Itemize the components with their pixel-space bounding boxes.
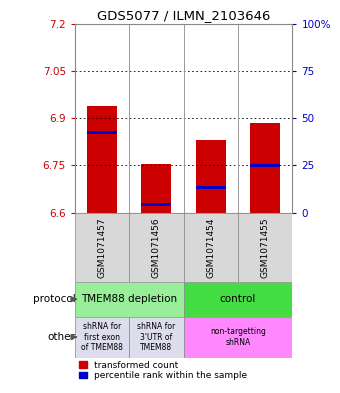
Legend: transformed count, percentile rank within the sample: transformed count, percentile rank withi…	[79, 360, 247, 380]
FancyBboxPatch shape	[129, 317, 184, 358]
Text: shRNA for
3'UTR of
TMEM88: shRNA for 3'UTR of TMEM88	[137, 322, 175, 352]
FancyBboxPatch shape	[75, 282, 184, 317]
Bar	[196, 140, 226, 213]
Text: non-targetting
shRNA: non-targetting shRNA	[210, 327, 266, 347]
FancyBboxPatch shape	[129, 213, 184, 282]
Text: GSM1071457: GSM1071457	[98, 217, 106, 277]
FancyBboxPatch shape	[75, 213, 129, 282]
Text: control: control	[220, 294, 256, 304]
Bar	[87, 105, 117, 213]
Text: TMEM88 depletion: TMEM88 depletion	[81, 294, 177, 304]
Text: GSM1071454: GSM1071454	[206, 217, 215, 277]
Text: GSM1071456: GSM1071456	[152, 217, 161, 277]
Title: GDS5077 / ILMN_2103646: GDS5077 / ILMN_2103646	[97, 9, 270, 22]
Bar	[250, 164, 280, 167]
Bar	[250, 123, 280, 213]
Text: GSM1071455: GSM1071455	[261, 217, 270, 277]
Bar	[196, 186, 226, 189]
Bar	[87, 131, 117, 134]
Text: protocol: protocol	[33, 294, 75, 304]
FancyBboxPatch shape	[238, 213, 292, 282]
Text: shRNA for
first exon
of TMEM88: shRNA for first exon of TMEM88	[81, 322, 123, 352]
FancyBboxPatch shape	[184, 213, 238, 282]
Text: other: other	[48, 332, 75, 342]
FancyBboxPatch shape	[75, 317, 129, 358]
FancyBboxPatch shape	[184, 317, 292, 358]
Bar	[141, 203, 171, 206]
FancyBboxPatch shape	[184, 282, 292, 317]
Bar	[141, 164, 171, 213]
